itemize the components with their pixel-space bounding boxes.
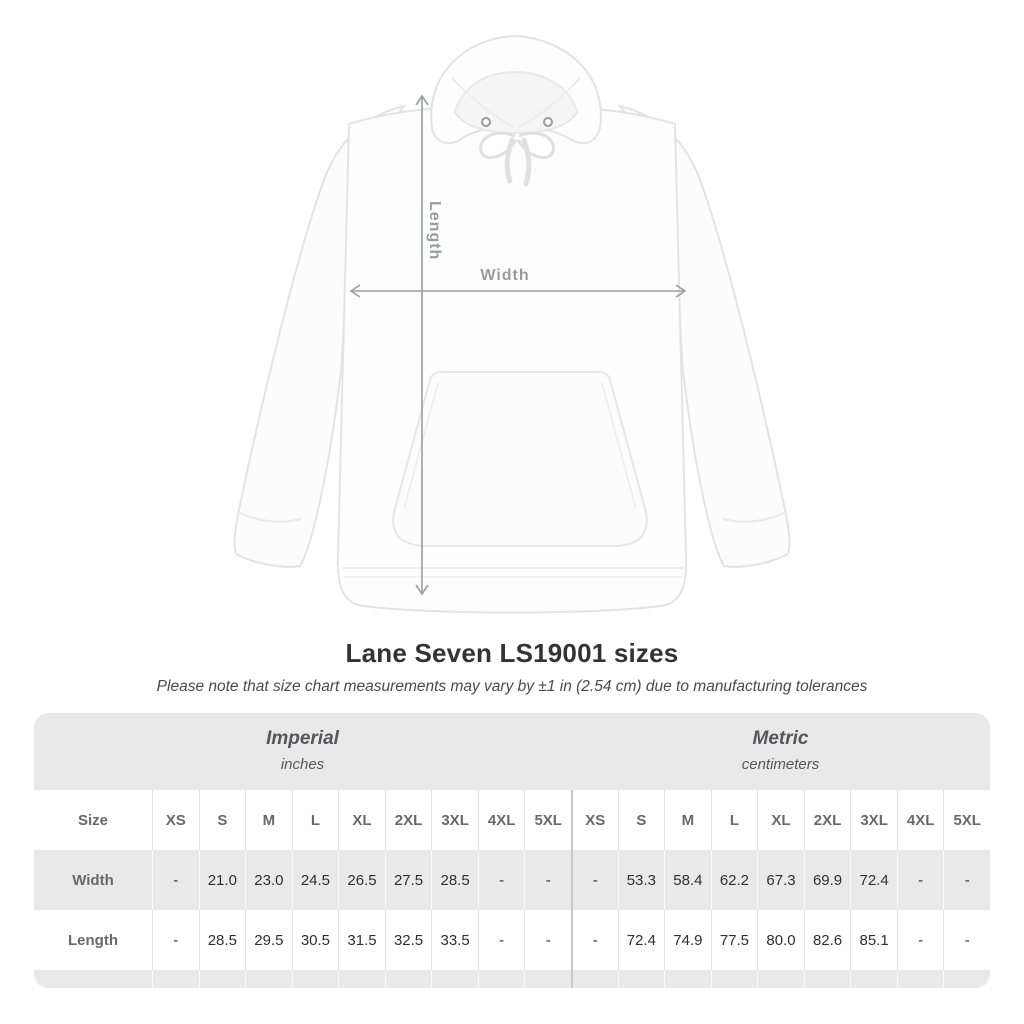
row-label: Length xyxy=(68,931,118,949)
size-column-header: Size xyxy=(77,811,108,829)
hoodie-diagram: Length Width xyxy=(233,34,791,614)
value-cell: - xyxy=(524,850,571,910)
value-cell: - xyxy=(152,910,199,970)
right-eyelet xyxy=(543,117,553,127)
tolerance-note: Please note that size chart measurements… xyxy=(156,678,868,695)
size-header-cell: 3XL xyxy=(431,790,478,850)
length-row: Length - 28.5 29.5 30.5 31.5 32.5 33.5 -… xyxy=(34,910,990,970)
value-cell: 82.6 xyxy=(803,910,851,970)
size-header-cell: 5XL xyxy=(943,790,990,850)
value-cell: - xyxy=(943,910,990,970)
metric-label: Metric xyxy=(752,728,809,749)
width-label: Width xyxy=(480,267,529,284)
value-cell: 77.5 xyxy=(710,910,758,970)
drawstring-left-tail xyxy=(504,137,515,184)
value-cell: 24.5 xyxy=(291,850,339,910)
hoodie-right-cuff-seam xyxy=(722,511,787,523)
value-cell: 74.9 xyxy=(664,910,711,970)
value-cell: 28.5 xyxy=(431,850,478,910)
size-header-cell: XS xyxy=(152,790,199,850)
value-cell: - xyxy=(896,850,944,910)
hoodie-pocket xyxy=(392,371,648,547)
value-cell: 67.3 xyxy=(757,850,804,910)
hoodie-left-cuff-seam xyxy=(237,511,302,523)
imperial-unit-label: inches xyxy=(280,756,325,773)
value-cell: 30.5 xyxy=(291,910,339,970)
row-label: Width xyxy=(72,871,114,889)
value-cell: - xyxy=(943,850,990,910)
size-header-cell: XL xyxy=(338,790,385,850)
size-header-cell: L xyxy=(710,790,758,850)
value-cell: 72.4 xyxy=(850,850,897,910)
hoodie-pocket-left-opening xyxy=(403,382,439,510)
size-header-cell: 2XL xyxy=(803,790,851,850)
value-cell: 31.5 xyxy=(338,910,385,970)
value-cell: - xyxy=(571,910,618,970)
metric-unit-label: centimeters xyxy=(741,756,820,773)
value-cell: - xyxy=(477,910,525,970)
width-row: Width - 21.0 23.0 24.5 26.5 27.5 28.5 - … xyxy=(34,850,990,910)
value-cell: 80.0 xyxy=(757,910,804,970)
value-cell: 27.5 xyxy=(384,850,432,910)
value-cell: - xyxy=(524,910,571,970)
size-header-cell: XS xyxy=(571,790,618,850)
value-cell: - xyxy=(896,910,944,970)
length-arrow xyxy=(415,94,429,596)
value-cell: - xyxy=(152,850,199,910)
value-cell: 69.9 xyxy=(803,850,851,910)
value-cell: 72.4 xyxy=(617,910,665,970)
hoodie-pocket-right-opening xyxy=(601,382,637,510)
size-header-cell: 3XL xyxy=(850,790,897,850)
product-figure: Length Width xyxy=(233,34,791,614)
left-eyelet xyxy=(481,117,491,127)
value-cell: - xyxy=(571,850,618,910)
hoodie-hood-rim-right xyxy=(518,77,581,128)
size-header-cell: 4XL xyxy=(896,790,944,850)
value-cell: 29.5 xyxy=(245,910,292,970)
size-header-cell: L xyxy=(291,790,339,850)
value-cell: - xyxy=(477,850,525,910)
value-cell: 21.0 xyxy=(198,850,246,910)
width-arrow xyxy=(349,284,687,298)
size-table: Imperial inches Metric centimeters Size … xyxy=(34,713,990,988)
size-header-cell: S xyxy=(617,790,665,850)
imperial-label: Imperial xyxy=(266,728,339,749)
value-cell: 33.5 xyxy=(431,910,478,970)
metric-group-header: Metric centimeters xyxy=(571,713,990,790)
value-cell: 62.2 xyxy=(710,850,758,910)
value-cell: 23.0 xyxy=(245,850,292,910)
size-header-cell: M xyxy=(245,790,292,850)
size-header-cell: M xyxy=(664,790,711,850)
imperial-group-header: Imperial inches xyxy=(34,713,571,790)
value-cell: 53.3 xyxy=(617,850,665,910)
size-chart-page: Length Width Lane Seven LS19001 sizes Pl… xyxy=(34,34,990,988)
size-header-cell: S xyxy=(198,790,246,850)
drawstring-right-tail xyxy=(521,137,532,187)
table-footer-band xyxy=(34,970,990,988)
hoodie-hood-rim-left xyxy=(451,77,515,128)
size-header-cell: XL xyxy=(757,790,804,850)
length-label: Length xyxy=(426,201,443,260)
value-cell: 32.5 xyxy=(384,910,432,970)
value-cell: 26.5 xyxy=(338,850,385,910)
value-cell: 58.4 xyxy=(664,850,711,910)
size-header-cell: 4XL xyxy=(477,790,525,850)
size-header-row: Size XS S M L XL 2XL 3XL 4XL 5XL XS S M … xyxy=(34,790,990,850)
value-cell: 28.5 xyxy=(198,910,246,970)
size-header-cell: 2XL xyxy=(384,790,432,850)
unit-groups-row: Imperial inches Metric centimeters xyxy=(34,713,990,790)
size-header-cell: 5XL xyxy=(524,790,571,850)
value-cell: 85.1 xyxy=(850,910,897,970)
page-title: Lane Seven LS19001 sizes xyxy=(345,638,679,668)
